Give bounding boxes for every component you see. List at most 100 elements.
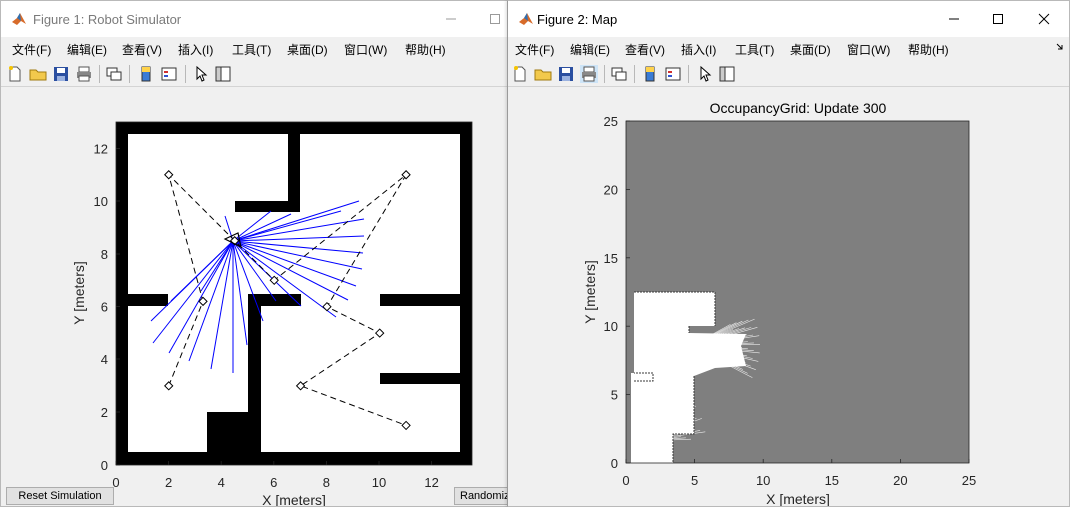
robot-simulator-plot[interactable]: 0 2 4 6 8 10 12 0 2 4 6 8 10 12 X [meter… — [1, 87, 508, 507]
title-bar[interactable]: Figure 1: Robot Simulator — [1, 1, 507, 37]
link-plot-icon[interactable] — [105, 65, 123, 83]
maximize-button[interactable] — [978, 7, 1018, 31]
waypoint-marker — [374, 328, 385, 338]
scan-ray — [640, 402, 673, 442]
x-tick-label: 10 — [372, 475, 386, 490]
scan-ray — [640, 396, 683, 442]
open-file-icon[interactable] — [534, 65, 552, 83]
y-tick-label: 10 — [94, 194, 108, 209]
laser-ray — [224, 215, 234, 242]
menu-tools[interactable]: 工具(T) — [735, 43, 775, 57]
menu-file[interactable]: 文件(F) — [12, 43, 52, 57]
menu-window[interactable]: 窗口(W) — [344, 43, 388, 57]
occupancy-grid-plot[interactable]: OccupancyGrid: Update 300 0 5 10 15 20 2… — [508, 87, 1070, 507]
save-icon[interactable] — [557, 65, 575, 83]
laser-ray — [168, 240, 234, 354]
pointer-icon[interactable] — [696, 65, 714, 83]
colorbar-icon[interactable] — [137, 65, 155, 83]
scan-ray — [640, 399, 678, 442]
wall-bottom — [116, 452, 472, 465]
pointer-icon[interactable] — [192, 65, 210, 83]
menu-help[interactable]: 帮助(H) — [405, 43, 446, 57]
waypoint-marker — [322, 301, 332, 312]
y-tick-label: 0 — [611, 456, 618, 471]
menu-desktop[interactable]: 桌面(D) — [287, 43, 328, 57]
colorbar-icon[interactable] — [641, 65, 659, 83]
print-icon[interactable] — [75, 65, 93, 83]
menu-view[interactable]: 查看(V) — [625, 43, 665, 57]
scan-ray — [640, 417, 697, 442]
scan-ray — [640, 429, 695, 442]
scan-ray — [640, 381, 649, 442]
minimize-button[interactable] — [431, 7, 471, 31]
maximize-icon — [490, 14, 500, 24]
scan-ray — [640, 390, 644, 442]
waypoint-marker — [164, 381, 174, 391]
property-editor-icon[interactable] — [718, 65, 736, 83]
dock-arrow-icon[interactable] — [1055, 42, 1065, 52]
scan-ray — [640, 388, 658, 442]
menu-insert[interactable]: 插入(I) — [681, 43, 717, 57]
laser-ray — [232, 240, 337, 318]
legend-icon[interactable] — [664, 65, 682, 83]
menu-edit[interactable]: 编辑(E) — [67, 43, 107, 57]
scan-ray — [640, 417, 692, 442]
y-tick-label: 5 — [611, 388, 618, 403]
laser-ray — [232, 240, 363, 270]
x-tick-label: 0 — [622, 473, 629, 488]
menu-view[interactable]: 查看(V) — [122, 43, 162, 57]
menu-window[interactable]: 窗口(W) — [847, 43, 891, 57]
laser-ray — [232, 213, 292, 242]
y-axis-label: Y [meters] — [582, 260, 598, 324]
title-bar[interactable]: Figure 2: Map — [508, 1, 1069, 37]
legend-icon[interactable] — [160, 65, 178, 83]
scan-ray — [640, 406, 691, 442]
reset-simulation-button[interactable]: Reset Simulation — [6, 487, 114, 505]
x-tick-label: 5 — [691, 473, 698, 488]
open-file-icon[interactable] — [29, 65, 47, 83]
y-tick-label: 12 — [94, 142, 108, 157]
laser-ray — [232, 240, 357, 287]
y-tick-label: 0 — [101, 458, 108, 473]
x-tick-label: 0 — [112, 475, 119, 490]
occupied-cells — [634, 291, 716, 463]
laser-ray — [232, 240, 248, 346]
wall-inner — [248, 294, 301, 306]
property-editor-icon[interactable] — [214, 65, 232, 83]
minimize-button[interactable] — [934, 7, 974, 31]
waypoint-marker — [198, 296, 208, 307]
x-axis-label: X [meters] — [766, 491, 830, 507]
menu-help[interactable]: 帮助(H) — [908, 43, 949, 57]
toolbar-separator — [129, 65, 130, 83]
link-plot-icon[interactable] — [610, 65, 628, 83]
matlab-icon — [12, 13, 26, 25]
menu-insert[interactable]: 插入(I) — [178, 43, 214, 57]
x-tick-label: 12 — [424, 475, 438, 490]
print-icon[interactable] — [580, 65, 598, 83]
minimize-icon — [949, 18, 959, 20]
close-button[interactable] — [1024, 7, 1064, 31]
toolbar-separator — [99, 65, 100, 83]
laser-ray — [152, 240, 234, 344]
menu-file[interactable]: 文件(F) — [515, 43, 555, 57]
new-figure-icon[interactable] — [6, 65, 24, 83]
laser-ray — [232, 218, 365, 242]
wall-inner — [207, 412, 261, 465]
scan-ray — [640, 428, 690, 442]
randomize-button[interactable]: Randomiz — [454, 487, 507, 505]
menu-edit[interactable]: 编辑(E) — [570, 43, 610, 57]
menu-desktop[interactable]: 桌面(D) — [790, 43, 831, 57]
y-tick-label: 25 — [604, 114, 618, 129]
wall-inner — [288, 122, 300, 212]
save-icon[interactable] — [52, 65, 70, 83]
x-tick-label: 2 — [165, 475, 172, 490]
axes-frame — [115, 121, 473, 466]
matlab-icon — [519, 13, 533, 25]
menu-tools[interactable]: 工具(T) — [232, 43, 272, 57]
laser-ray — [232, 240, 349, 301]
new-figure-icon[interactable] — [511, 65, 529, 83]
minimize-icon — [446, 18, 456, 20]
toolbar-separator — [185, 65, 186, 83]
scan-ray — [640, 386, 646, 442]
maximize-button[interactable] — [475, 7, 507, 31]
